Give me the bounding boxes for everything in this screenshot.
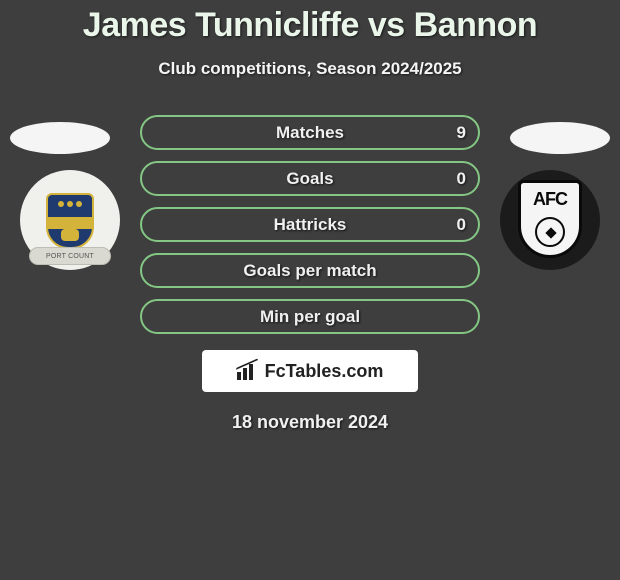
stat-row-matches: Matches 9 [140, 115, 480, 150]
stat-row-mpg: Min per goal [140, 299, 480, 334]
crest-left-ribbon: PORT COUNT [29, 247, 111, 265]
stat-right-value: 0 [457, 169, 466, 189]
country-flag-left [10, 122, 110, 154]
crest-right-letters: AFC [521, 189, 579, 210]
brand-text: FcTables.com [265, 361, 384, 382]
crest-left: PORT COUNT [36, 179, 104, 261]
brand-box[interactable]: FcTables.com [202, 350, 418, 392]
page-title: James Tunnicliffe vs Bannon [0, 0, 620, 45]
stat-label: Hattricks [274, 215, 347, 235]
stat-label: Goals per match [243, 261, 376, 281]
chart-icon [237, 362, 259, 380]
country-flag-right [510, 122, 610, 154]
stat-label: Matches [276, 123, 344, 143]
crest-right: AFC [514, 178, 586, 262]
stat-right-value: 9 [457, 123, 466, 143]
stat-label: Goals [286, 169, 333, 189]
subtitle: Club competitions, Season 2024/2025 [0, 59, 620, 79]
stat-label: Min per goal [260, 307, 360, 327]
date-label: 18 november 2024 [0, 412, 620, 433]
club-badge-left: PORT COUNT [20, 170, 120, 270]
stat-row-goals: Goals 0 [140, 161, 480, 196]
football-icon [535, 217, 565, 247]
stat-row-gpm: Goals per match [140, 253, 480, 288]
stat-row-hattricks: Hattricks 0 [140, 207, 480, 242]
stat-right-value: 0 [457, 215, 466, 235]
club-badge-right: AFC [500, 170, 600, 270]
